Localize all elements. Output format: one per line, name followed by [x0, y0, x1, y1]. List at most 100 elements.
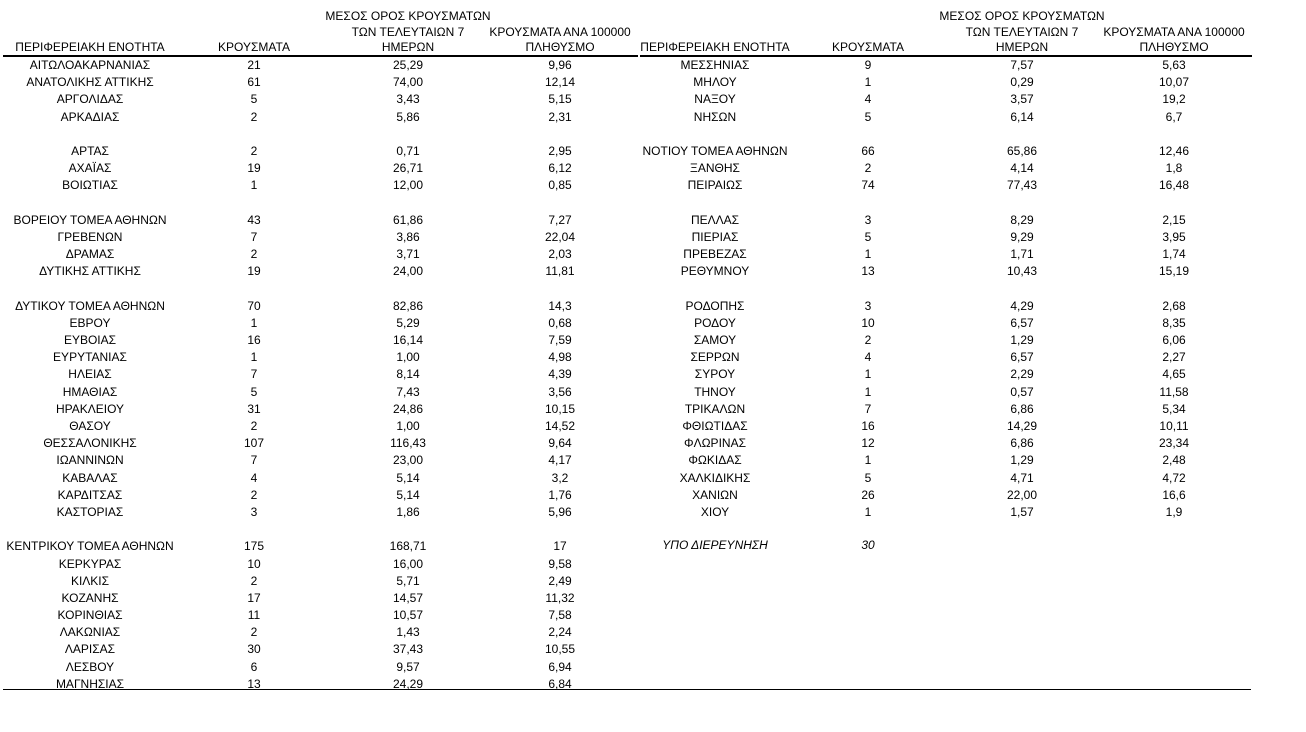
cell-cases: 1 — [864, 247, 872, 262]
cell-per100k: 10,55 — [544, 642, 576, 657]
cell-avg7: 5,86 — [396, 109, 420, 124]
cell-avg7: 6,57 — [1010, 350, 1034, 365]
cell-avg7: 5,14 — [396, 487, 420, 502]
cell-per100k: 3,2 — [551, 470, 569, 485]
cell-avg7: 7,43 — [396, 384, 420, 399]
cell-region: ΑΙΤΩΛΟΑΚΑΡΝΑΝΙΑΣ — [29, 58, 151, 72]
cell-region: ΧΑΝΙΩΝ — [692, 487, 738, 502]
cell-per100k: 2,68 — [1162, 298, 1186, 313]
cell-per100k: 4,65 — [1162, 367, 1186, 382]
cell-cases: 107 — [243, 436, 265, 451]
cell-cases: 3 — [250, 504, 258, 519]
cell-cases: 16 — [861, 418, 875, 433]
cell-avg7: 26,71 — [392, 161, 424, 176]
cell-per100k: 3,95 — [1162, 229, 1186, 244]
cell-avg7: 9,29 — [1010, 229, 1034, 244]
cell-avg7: 7,57 — [1010, 58, 1034, 72]
cell-per100k: 6,06 — [1162, 333, 1186, 348]
cell-region: ΕΒΡΟΥ — [69, 315, 111, 330]
cell-region: ΜΗΛΟΥ — [693, 75, 737, 90]
cell-cases: 7 — [250, 367, 258, 382]
cell-per100k: 0,85 — [548, 178, 572, 193]
cell-cases: 2 — [250, 573, 258, 588]
cell-per100k: 1,76 — [548, 487, 572, 502]
cell-avg7: 168,71 — [389, 539, 427, 554]
cell-avg7: 24,86 — [392, 401, 424, 416]
cell-per100k: 2,15 — [1162, 212, 1186, 227]
cell-cases: 7 — [250, 229, 258, 244]
cell-avg7: 1,00 — [396, 418, 420, 433]
cell-region: ΡΕΘΥΜΝΟΥ — [680, 264, 750, 279]
cell-per100k: 1,8 — [1165, 161, 1183, 176]
cell-cases: 11 — [247, 608, 261, 623]
cell-cases: 1 — [864, 453, 872, 468]
cell-cases: 7 — [250, 453, 258, 468]
header-per100k-left-2: ΠΛΗΘΥΣΜΟ — [525, 40, 595, 54]
cell-region: ΗΡΑΚΛΕΙΟΥ — [55, 401, 125, 416]
cell-per100k: 19,2 — [1162, 92, 1186, 107]
header-avg-right-1: ΜΕΣΟΣ ΟΡΟΣ ΚΡΟΥΣΜΑΤΩΝ — [939, 9, 1105, 23]
cell-per100k: 4,17 — [548, 453, 572, 468]
cell-region: ΕΥΒΟΙΑΣ — [63, 333, 117, 348]
cell-region: ΑΡΓΟΛΙΔΑΣ — [56, 92, 124, 107]
cell-cases: 1 — [864, 504, 872, 519]
cell-region: ΠΕΙΡΑΙΩΣ — [687, 178, 743, 193]
cell-region: ΒΟΡΕΙΟΥ ΤΟΜΕΑ ΑΘΗΝΩΝ — [13, 212, 167, 227]
cell-avg7: 1,43 — [396, 625, 420, 640]
cell-cases: 10 — [861, 315, 875, 330]
cell-avg7: 116,43 — [390, 436, 426, 451]
cell-avg7: 0,71 — [396, 143, 420, 158]
header-cases-right: ΚΡΟΥΣΜΑΤΑ — [832, 40, 904, 54]
cell-region: ΙΩΑΝΝΙΝΩΝ — [56, 453, 124, 468]
cell-cases: 21 — [247, 58, 261, 72]
cell-cases: 70 — [247, 298, 261, 313]
cell-region: ΗΜΑΘΙΑΣ — [62, 384, 118, 399]
cell-avg7: 1,71 — [1010, 247, 1034, 262]
cell-per100k: 9,64 — [548, 436, 572, 451]
cell-per100k: 22,04 — [544, 229, 576, 244]
cell-cases: 2 — [250, 418, 258, 433]
cell-cases: 175 — [243, 539, 265, 554]
header-avg-left-2: ΤΩΝ ΤΕΛΕΥΤΑΙΩΝ 7 — [351, 25, 465, 39]
cell-avg7: 3,71 — [396, 247, 420, 262]
header-avg-right-3: ΗΜΕΡΩΝ — [995, 40, 1049, 54]
under-investigation-cases: 30 — [861, 538, 875, 552]
cell-cases: 74 — [861, 178, 875, 193]
cell-avg7: 10,43 — [1006, 264, 1038, 279]
cell-cases: 13 — [861, 264, 875, 279]
cell-cases: 1 — [250, 315, 258, 330]
cell-avg7: 3,57 — [1010, 92, 1034, 107]
cell-per100k: 4,98 — [548, 350, 572, 365]
cell-per100k: 10,15 — [544, 401, 576, 416]
header-per100k-right-2: ΠΛΗΘΥΣΜΟ — [1139, 40, 1209, 54]
cell-cases: 1 — [250, 178, 258, 193]
cell-avg7: 61,86 — [392, 212, 424, 227]
cell-avg7: 37,43 — [392, 642, 424, 657]
cell-cases: 6 — [250, 659, 258, 674]
cell-region: ΗΛΕΙΑΣ — [68, 367, 112, 382]
cell-avg7: 3,43 — [396, 92, 420, 107]
cell-per100k: 10,11 — [1159, 418, 1189, 433]
cell-per100k: 11,81 — [545, 264, 575, 279]
cell-per100k: 10,07 — [1158, 75, 1190, 90]
cell-region: ΡΟΔΟΥ — [694, 315, 736, 330]
cell-avg7: 4,14 — [1010, 161, 1034, 176]
header-region-right: ΠΕΡΙΦΕΡΕΙΑΚΗ ΕΝΟΤΗΤΑ — [640, 40, 790, 54]
cell-avg7: 5,71 — [396, 573, 420, 588]
cell-cases: 2 — [864, 161, 872, 176]
cell-per100k: 6,84 — [548, 676, 572, 691]
cell-avg7: 10,57 — [392, 608, 424, 623]
cell-region: ΞΑΝΘΗΣ — [690, 161, 740, 176]
cell-cases: 10 — [247, 556, 261, 571]
cell-avg7: 24,29 — [392, 676, 424, 691]
cell-per100k: 7,59 — [548, 333, 572, 348]
header-avg-right-2: ΤΩΝ ΤΕΛΕΥΤΑΙΩΝ 7 — [965, 25, 1079, 39]
cell-cases: 26 — [861, 487, 875, 502]
cell-region: ΛΕΣΒΟΥ — [65, 659, 115, 674]
cell-avg7: 65,86 — [1006, 143, 1038, 158]
cell-per100k: 2,03 — [548, 247, 572, 262]
cell-per100k: 4,39 — [548, 367, 572, 382]
cell-region: ΦΘΙΩΤΙΔΑΣ — [682, 418, 748, 433]
cell-per100k: 12,46 — [1158, 143, 1190, 158]
under-investigation-label: ΥΠΟ ΔΙΕΡΕΥΝΗΣΗ — [662, 538, 768, 552]
